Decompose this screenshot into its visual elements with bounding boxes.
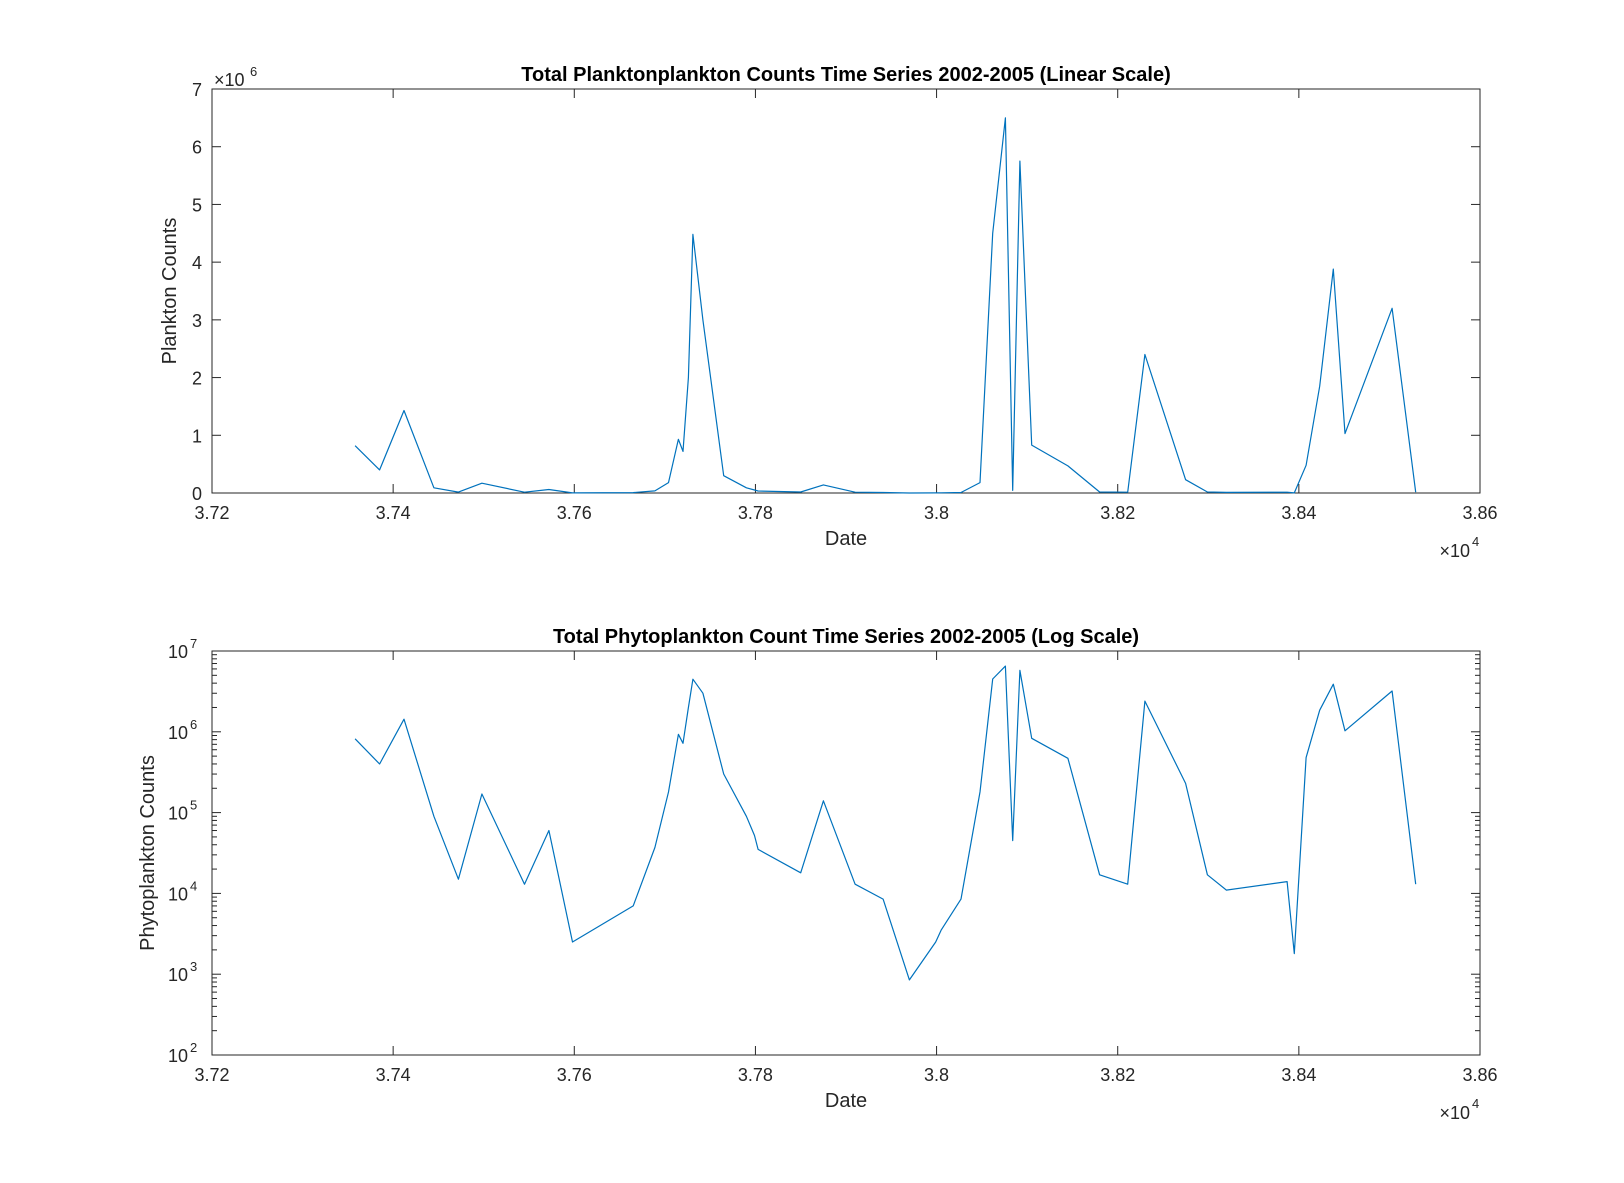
x-tick-label: 3.86 — [1462, 503, 1497, 523]
x-axis-label: Date — [825, 1090, 867, 1112]
y-tick-label-exponent: 4 — [190, 878, 197, 893]
x-tick-label: 3.8 — [924, 1065, 949, 1085]
y-tick-label: 10 — [168, 723, 188, 743]
chart-title: Total Planktonplankton Counts Time Serie… — [521, 64, 1170, 86]
y-tick-label-exponent: 3 — [190, 959, 197, 974]
x-exponent-power: 4 — [1472, 1096, 1479, 1111]
x-exponent-power: 4 — [1472, 534, 1479, 549]
x-tick-label: 3.82 — [1100, 1065, 1135, 1085]
y-tick-label: 5 — [192, 195, 202, 215]
x-tick-label: 3.74 — [376, 503, 411, 523]
x-tick-label: 3.84 — [1281, 503, 1316, 523]
x-tick-label: 3.78 — [738, 1065, 773, 1085]
x-tick-label: 3.82 — [1100, 503, 1135, 523]
x-tick-label: 3.84 — [1281, 1065, 1316, 1085]
x-exponent-label: ×10 — [1439, 541, 1470, 561]
x-tick-label: 3.74 — [376, 1065, 411, 1085]
y-tick-label: 10 — [168, 642, 188, 662]
x-exponent-label: ×10 — [1439, 1103, 1470, 1123]
y-tick-label: 0 — [192, 484, 202, 504]
x-tick-label: 3.76 — [557, 503, 592, 523]
x-tick-label: 3.76 — [557, 1065, 592, 1085]
y-tick-label: 10 — [168, 1046, 188, 1066]
y-axis-label: Phytoplankton Counts — [137, 755, 159, 951]
y-tick-label-exponent: 7 — [190, 636, 197, 651]
subplot-1: 3.72 3.74 3.76 3.78 3.8 3.82 3.84 3.86 0 1 2 3 4 5 6 7 T… — [159, 64, 1498, 561]
axes-box — [211, 650, 1481, 1056]
x-tick-label: 3.8 — [924, 503, 949, 523]
y-exponent-label: ×10 — [214, 70, 245, 90]
y-tick-label: 7 — [192, 80, 202, 100]
y-tick-label: 2 — [192, 369, 202, 389]
y-tick-label: 1 — [192, 426, 202, 446]
series-line — [354, 665, 1417, 981]
y-tick-label: 6 — [192, 138, 202, 158]
y-tick-label-exponent: 5 — [190, 798, 197, 813]
y-axis-label: Plankton Counts — [159, 218, 181, 365]
y-tick-label-exponent: 2 — [190, 1040, 197, 1055]
x-axis-label: Date — [825, 528, 867, 550]
chart-title: Total Phytoplankton Count Time Series 20… — [553, 626, 1139, 648]
y-tick-label-exponent: 6 — [190, 717, 197, 732]
series-line — [354, 117, 1417, 494]
x-tick-label: 3.72 — [194, 1065, 229, 1085]
x-tick-label: 3.86 — [1462, 1065, 1497, 1085]
x-tick-label: 3.78 — [738, 503, 773, 523]
y-tick-label: 3 — [192, 311, 202, 331]
axes-box — [211, 88, 1481, 494]
y-exponent-power: 6 — [250, 64, 257, 79]
y-tick-label: 4 — [192, 253, 202, 273]
y-tick-label: 10 — [168, 884, 188, 904]
y-tick-label: 10 — [168, 965, 188, 985]
x-tick-label: 3.72 — [194, 503, 229, 523]
y-tick-label: 10 — [168, 804, 188, 824]
